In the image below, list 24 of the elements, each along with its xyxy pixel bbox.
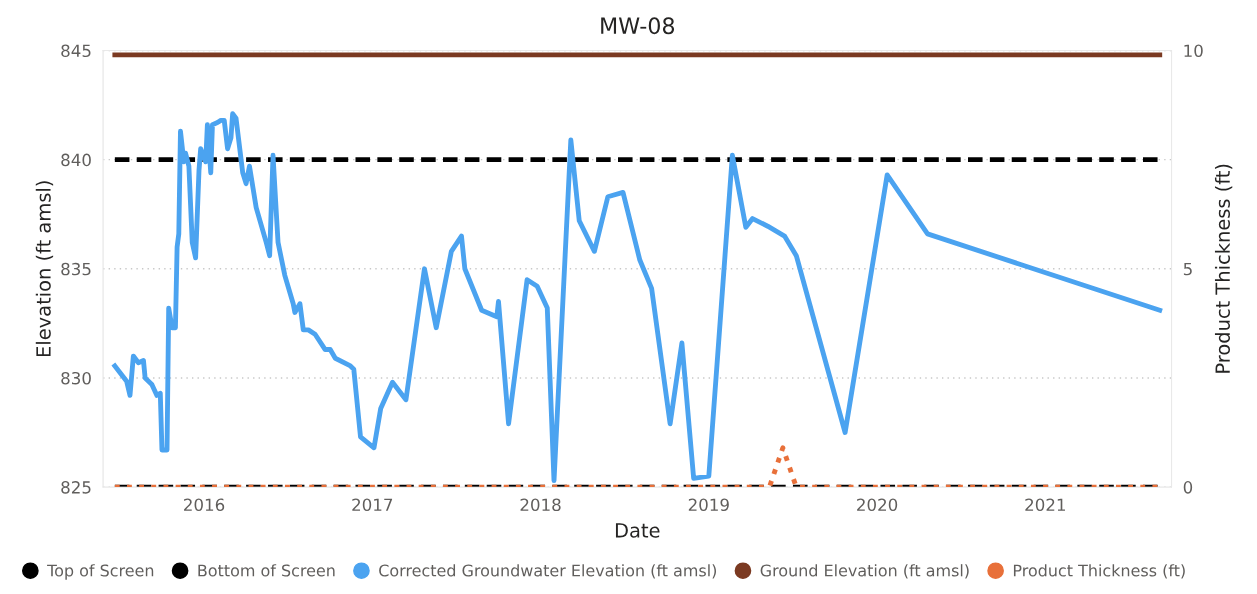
legend-label: Product Thickness (ft) xyxy=(1013,564,1185,579)
x-tick-label: 2021 xyxy=(1025,498,1065,512)
chart-title: MW-08 xyxy=(601,17,675,35)
y2-tick-label: 5 xyxy=(1183,262,1192,276)
x-axis-title: Date xyxy=(615,523,660,538)
x-tick-label: 2018 xyxy=(520,498,561,512)
y2-tick-label: 10 xyxy=(1184,44,1203,58)
legend-label: Bottom of Screen xyxy=(198,564,335,577)
y-tick-label: 825 xyxy=(61,481,91,494)
y-axis-title: Elevation (ft amsl) xyxy=(35,181,54,357)
x-tick-label: 2016 xyxy=(184,498,225,512)
x-tick-label: 2020 xyxy=(857,498,898,512)
y-tick-label: 830 xyxy=(61,371,91,385)
y2-tick-label: 0 xyxy=(1183,481,1193,494)
y-tick-label: 845 xyxy=(61,44,91,58)
y2-axis-title: Product Thickness (ft) xyxy=(1214,164,1233,373)
legend-label: Corrected Groundwater Elevation (ft amsl) xyxy=(379,564,717,579)
x-tick-label: 2019 xyxy=(688,498,729,512)
legend-label: Ground Elevation (ft amsl) xyxy=(760,564,969,579)
legend-label: Top of Screen xyxy=(47,564,154,580)
line-series xyxy=(112,111,1163,483)
y-tick-label: 840 xyxy=(61,153,91,167)
y-tick-label: 835 xyxy=(61,262,91,276)
x-tick-label: 2017 xyxy=(352,498,393,512)
